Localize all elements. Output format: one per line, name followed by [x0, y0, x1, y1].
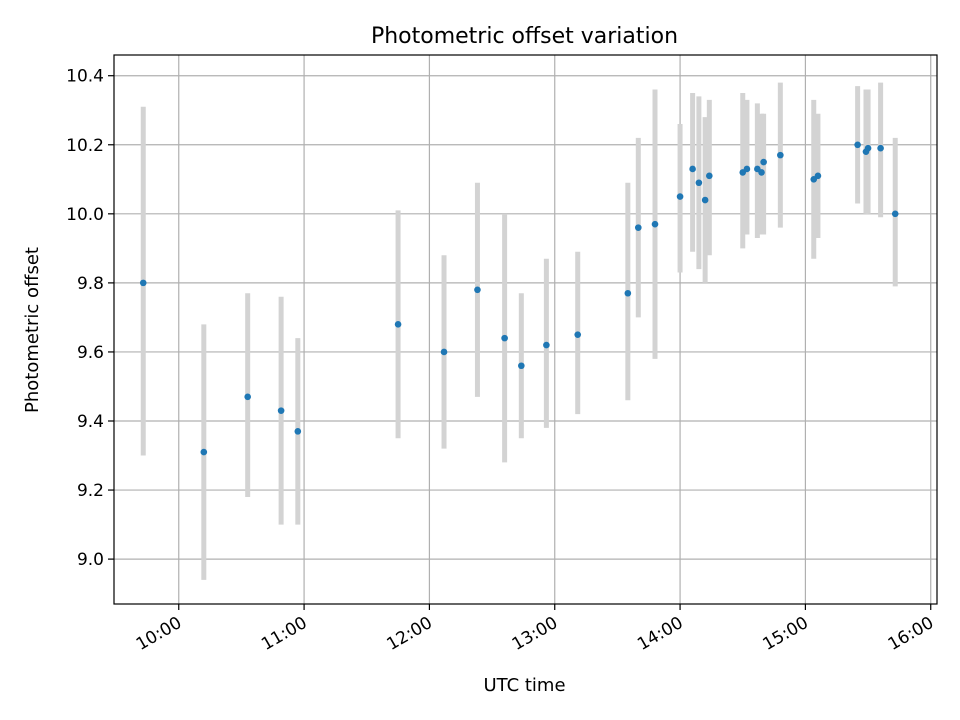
data-points [139, 141, 899, 456]
y-tick-label: 9.4 [77, 412, 104, 432]
y-tick-label: 10.2 [66, 136, 104, 156]
y-tick-label: 9.8 [77, 274, 104, 294]
grid [114, 55, 937, 604]
y-tick-label: 10.4 [66, 67, 104, 87]
data-point [689, 165, 696, 173]
data-point [574, 331, 582, 338]
plot-area-frame [113, 54, 938, 605]
data-point [294, 428, 302, 435]
data-point [814, 172, 822, 180]
data-point [543, 341, 550, 349]
x-axis-title: UTC time [483, 675, 565, 696]
data-point [891, 210, 899, 218]
data-point [634, 224, 642, 231]
chart-title: Photometric offset variation [371, 24, 678, 49]
data-point [139, 279, 147, 287]
data-point [440, 348, 448, 356]
data-point [244, 393, 251, 401]
y-tick-label: 9.2 [77, 481, 104, 501]
data-point [701, 196, 709, 204]
data-point [474, 286, 481, 294]
y-tick-label: 9.0 [77, 550, 104, 570]
y-tick-label: 10.0 [66, 205, 104, 225]
data-point [676, 193, 684, 200]
data-point [277, 407, 285, 414]
y-axis-title: Photometric offset [22, 247, 43, 413]
data-point [706, 172, 713, 180]
data-point [394, 321, 402, 328]
data-point [760, 158, 767, 166]
data-point [743, 165, 751, 173]
data-point [695, 179, 703, 187]
data-point [624, 289, 632, 297]
data-point [651, 220, 659, 228]
data-point [864, 144, 872, 152]
y-tick-label: 9.6 [77, 343, 104, 363]
data-point [877, 144, 884, 152]
data-point [758, 169, 765, 176]
data-point [200, 448, 208, 456]
data-point [777, 151, 784, 159]
y-axis: 9.0 9.2 9.4 9.6 9.8 10.0 10.2 10.4 [66, 67, 114, 570]
data-point [501, 334, 508, 342]
data-point [854, 141, 861, 149]
data-point [518, 362, 525, 370]
